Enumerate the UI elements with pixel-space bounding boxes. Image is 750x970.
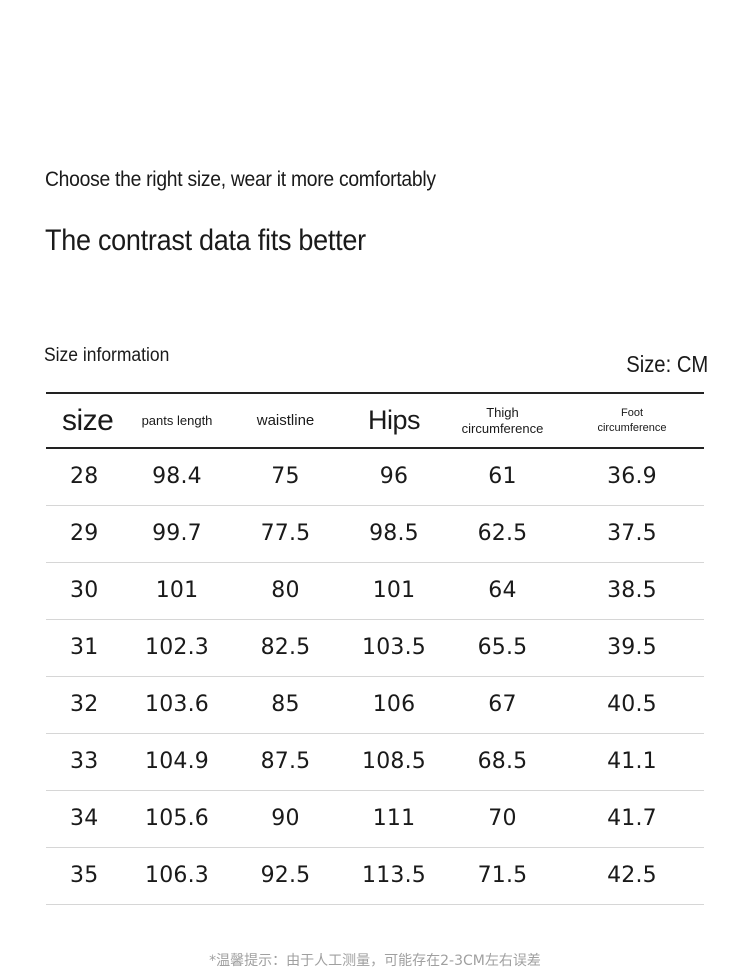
header-foot-label-line2: circumference bbox=[597, 421, 667, 434]
table-header-row: size pants length waistline Hips Thigh c… bbox=[46, 393, 704, 448]
cell-waistline: 85 bbox=[271, 692, 300, 717]
cell-thigh-circumference: 70 bbox=[488, 806, 517, 831]
cell-waistline: 77.5 bbox=[260, 521, 311, 546]
header-waistline: waistline bbox=[228, 393, 343, 448]
cell-pants-length: 98.4 bbox=[152, 464, 202, 490]
cell-waistline: 75 bbox=[271, 464, 300, 490]
cell-foot-circumference: 36.9 bbox=[607, 464, 657, 490]
cell-pants-length: 104.9 bbox=[145, 749, 209, 774]
cell-size: 33 bbox=[70, 749, 99, 774]
cell-pants-length: 105.6 bbox=[145, 806, 209, 831]
section-title: Size information bbox=[44, 345, 170, 366]
cell-hips: 106 bbox=[372, 692, 416, 717]
header-foot-label-line1: Foot bbox=[620, 406, 643, 419]
cell-size: 30 bbox=[70, 578, 99, 603]
cell-foot-circumference: 37.5 bbox=[607, 521, 657, 546]
headline-secondary: The contrast data fits better bbox=[45, 224, 366, 257]
cell-waistline: 92.5 bbox=[260, 863, 311, 888]
header-size: size bbox=[46, 393, 126, 448]
cell-size: 28 bbox=[70, 464, 99, 490]
cell-hips: 113.5 bbox=[362, 863, 426, 888]
cell-foot-circumference: 39.5 bbox=[607, 635, 657, 660]
cell-thigh-circumference: 65.5 bbox=[477, 635, 528, 660]
cell-thigh-circumference: 68.5 bbox=[477, 749, 528, 774]
cell-hips: 96 bbox=[379, 464, 409, 490]
table-row: 30 101 80 101 64 38.5 bbox=[46, 562, 704, 619]
cell-size: 31 bbox=[70, 635, 99, 660]
cell-hips: 108.5 bbox=[362, 749, 426, 774]
cell-pants-length: 103.6 bbox=[145, 692, 209, 717]
cell-pants-length: 101 bbox=[155, 578, 199, 603]
cell-waistline: 87.5 bbox=[260, 749, 311, 774]
cell-thigh-circumference: 67 bbox=[488, 692, 517, 717]
cell-waistline: 90 bbox=[271, 806, 300, 831]
cell-foot-circumference: 41.1 bbox=[607, 749, 657, 774]
cell-foot-circumference: 38.5 bbox=[607, 578, 657, 603]
header-thigh-label-line2: circumference bbox=[461, 420, 544, 436]
cell-foot-circumference: 41.7 bbox=[607, 806, 657, 831]
table-row: 35 106.3 92.5 113.5 71.5 42.5 bbox=[46, 847, 704, 904]
table-row: 31 102.3 82.5 103.5 65.5 39.5 bbox=[46, 619, 704, 676]
cell-hips: 111 bbox=[372, 806, 416, 831]
cell-thigh-circumference: 71.5 bbox=[477, 863, 528, 888]
header-pants-length: pants length bbox=[126, 393, 228, 448]
header-hips-label: Hips bbox=[367, 405, 421, 435]
cell-hips: 103.5 bbox=[362, 635, 426, 660]
table-row: 32 103.6 85 106 67 40.5 bbox=[46, 676, 704, 733]
cell-pants-length: 106.3 bbox=[145, 863, 209, 888]
header-size-label: size bbox=[62, 403, 114, 437]
table-row: 33 104.9 87.5 108.5 68.5 41.1 bbox=[46, 733, 704, 790]
measurement-disclaimer: *温馨提示：由于人工测量，可能存在2-3CM左右误差 bbox=[209, 953, 541, 969]
table-row: 29 99.7 77.5 98.5 62.5 37.5 bbox=[46, 505, 704, 562]
cell-foot-circumference: 42.5 bbox=[607, 863, 657, 888]
cell-size: 32 bbox=[70, 692, 99, 717]
header-waistline-label: waistline bbox=[256, 412, 315, 429]
cell-pants-length: 99.7 bbox=[152, 521, 202, 546]
cell-hips: 98.5 bbox=[369, 521, 419, 546]
cell-thigh-circumference: 62.5 bbox=[477, 521, 528, 546]
unit-label: Size: CM bbox=[625, 351, 708, 377]
header-thigh-circumference: Thigh circumference bbox=[445, 393, 560, 448]
cell-pants-length: 102.3 bbox=[145, 635, 209, 660]
cell-foot-circumference: 40.5 bbox=[607, 692, 657, 717]
cell-waistline: 80 bbox=[271, 578, 300, 603]
cell-size: 34 bbox=[70, 806, 99, 831]
header-foot-circumference: Foot circumference bbox=[560, 393, 704, 448]
cell-size: 35 bbox=[70, 863, 99, 888]
cell-waistline: 82.5 bbox=[260, 635, 311, 660]
table-row: 34 105.6 90 111 70 41.7 bbox=[46, 790, 704, 847]
header-hips: Hips bbox=[343, 393, 445, 448]
cell-thigh-circumference: 64 bbox=[488, 578, 517, 603]
headline-primary: Choose the right size, wear it more comf… bbox=[45, 168, 436, 191]
table-row: 28 98.4 75 96 61 36.9 bbox=[46, 448, 704, 505]
cell-thigh-circumference: 61 bbox=[488, 464, 517, 490]
cell-hips: 101 bbox=[372, 578, 416, 603]
header-thigh-label-line1: Thigh bbox=[486, 404, 519, 420]
size-chart-table: size pants length waistline Hips Thigh c… bbox=[46, 392, 704, 905]
header-pants-length-label: pants length bbox=[141, 412, 213, 428]
cell-size: 29 bbox=[70, 521, 99, 546]
